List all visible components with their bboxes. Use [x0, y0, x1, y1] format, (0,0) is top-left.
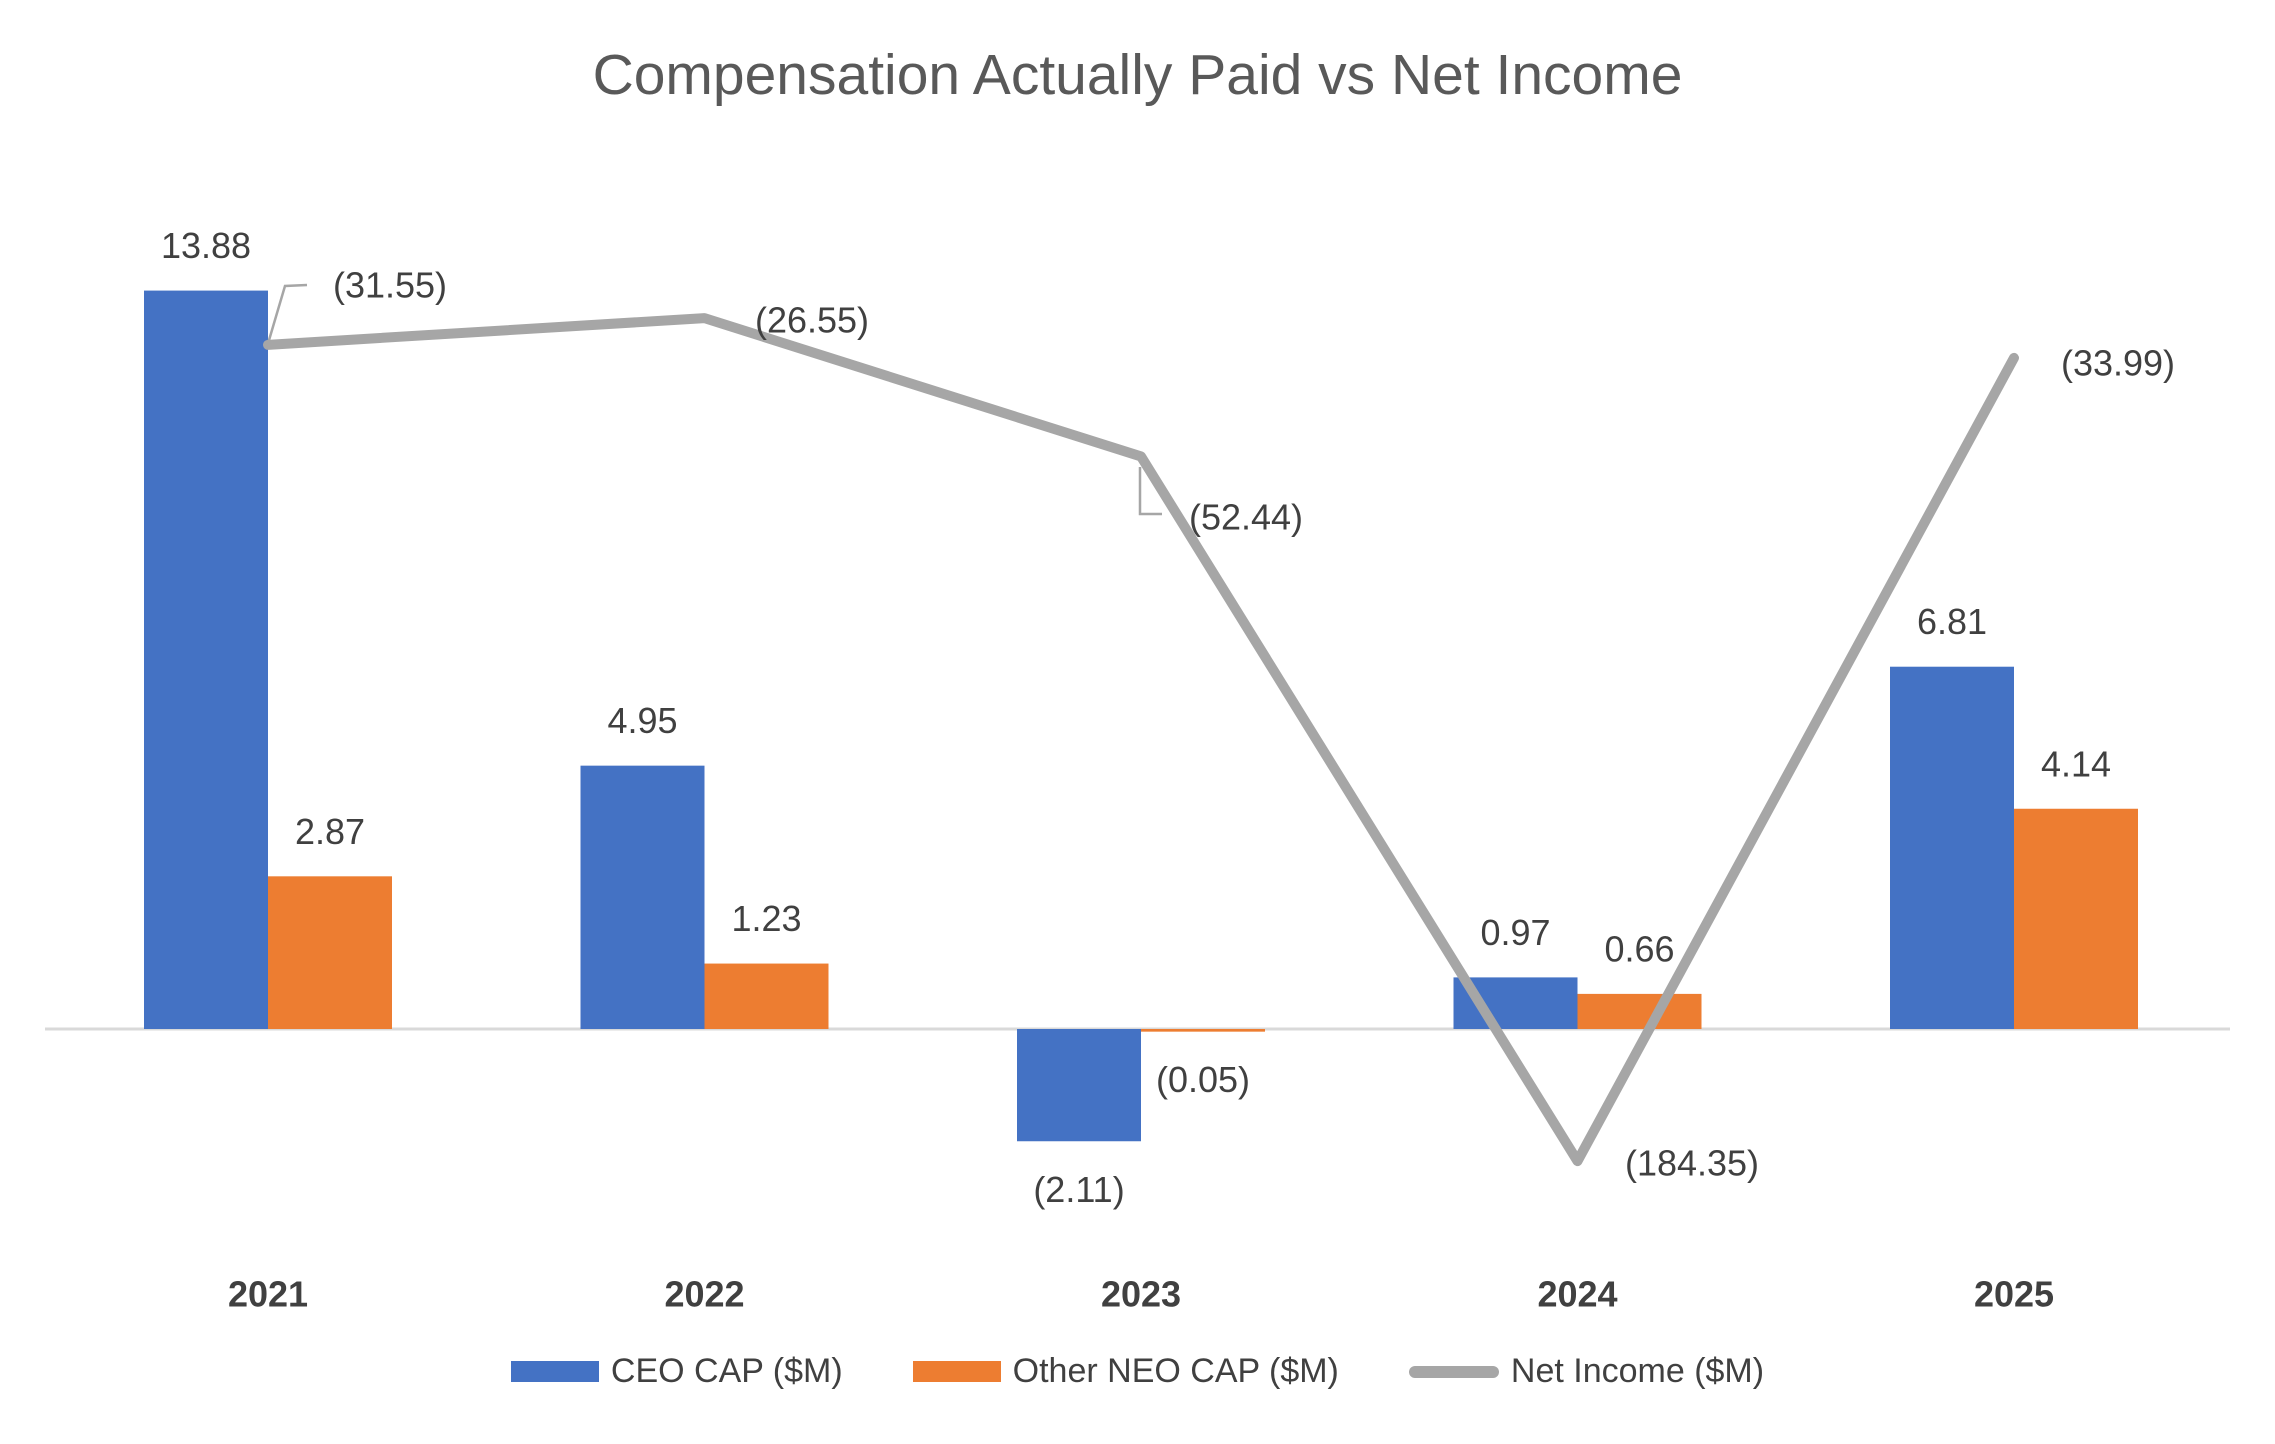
bar-other-neo-cap-m-2024: [1577, 993, 1702, 1029]
bar-ceo-cap-m-2022: [580, 765, 705, 1029]
legend-swatch-other-neo-cap: [912, 1361, 1001, 1382]
legend-label-other-neo-cap: Other NEO CAP ($M): [1012, 1352, 1339, 1390]
bar-label-ceo-cap-m-2022: 4.95: [607, 700, 677, 741]
x-axis-label-2024: 2024: [1537, 1274, 1617, 1315]
line-label-2023: (52.44): [1189, 497, 1303, 538]
bar-label-other-neo-cap-m-2022: 1.23: [731, 898, 801, 939]
bar-label-ceo-cap-m-2025: 6.81: [1917, 601, 1987, 642]
line-label-2022: (26.55): [755, 300, 869, 341]
legend-swatch-ceo-cap: [510, 1361, 599, 1382]
legend-swatch-net-income: [1408, 1365, 1499, 1378]
bar-other-neo-cap-m-2023: [1141, 1029, 1265, 1032]
bar-label-ceo-cap-m-2023: (2.11): [1033, 1169, 1124, 1210]
legend-item-ceo-cap: CEO CAP ($M): [510, 1352, 843, 1391]
label-leader-line-2023: [1138, 467, 1162, 516]
legend: CEO CAP ($M) Other NEO CAP ($M) Net Inco…: [0, 1352, 2275, 1391]
line-label-2021: (31.55): [333, 265, 447, 306]
x-axis-label-2023: 2023: [1101, 1274, 1181, 1315]
bar-ceo-cap-m-2025: [1890, 666, 2014, 1029]
bar-label-other-neo-cap-m-2021: 2.87: [295, 811, 365, 852]
x-axis-label-2025: 2025: [1974, 1274, 2054, 1315]
x-axis-label-2021: 2021: [228, 1274, 308, 1315]
bar-label-other-neo-cap-m-2024: 0.66: [1604, 928, 1674, 969]
bar-ceo-cap-m-2021: [144, 290, 268, 1030]
line-label-2025: (33.99): [2061, 343, 2175, 384]
bar-other-neo-cap-m-2022: [704, 963, 829, 1029]
bar-label-other-neo-cap-m-2023: (0.05): [1156, 1059, 1250, 1100]
bar-other-neo-cap-m-2021: [268, 876, 392, 1029]
legend-item-other-neo-cap: Other NEO CAP ($M): [912, 1352, 1339, 1391]
line-label-2024: (184.35): [1625, 1143, 1759, 1184]
bar-other-neo-cap-m-2025: [2014, 808, 2138, 1029]
bar-label-ceo-cap-m-2024: 0.97: [1480, 912, 1550, 953]
legend-label-net-income: Net Income ($M): [1510, 1352, 1765, 1390]
legend-item-net-income: Net Income ($M): [1408, 1352, 1765, 1391]
chart-title: Compensation Actually Paid vs Net Income: [592, 43, 1683, 107]
x-axis-label-2022: 2022: [664, 1274, 744, 1315]
bar-ceo-cap-m-2023: [1017, 1029, 1141, 1142]
bar-label-ceo-cap-m-2021: 13.88: [161, 225, 251, 266]
bar-label-other-neo-cap-m-2025: 4.14: [2041, 743, 2111, 784]
net-income-m-line: [263, 313, 2019, 1167]
legend-label-ceo-cap: CEO CAP ($M): [610, 1352, 843, 1390]
label-leader-line-2021: [265, 283, 308, 348]
